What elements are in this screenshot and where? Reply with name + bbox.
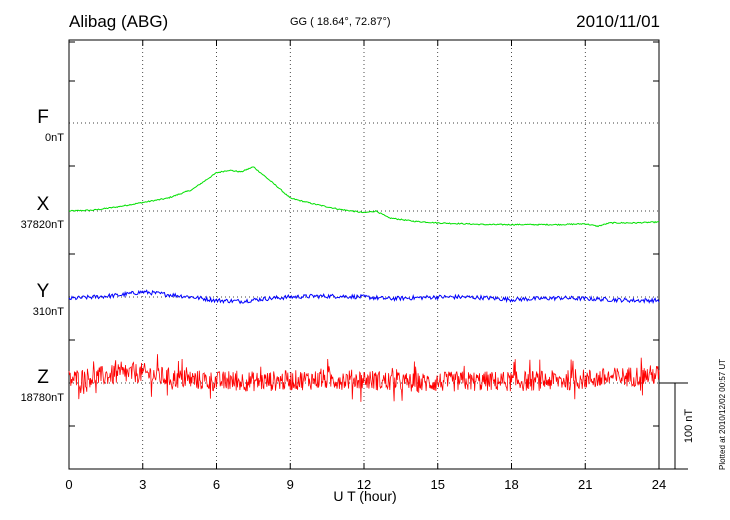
component-y-label: Y <box>36 281 50 302</box>
plot-date: 2010/11/01 <box>576 12 660 31</box>
x-tick-label: 9 <box>287 477 294 492</box>
series-line-z <box>68 354 660 402</box>
x-tick-label: 18 <box>504 477 518 492</box>
x-tick-label: 0 <box>65 477 72 492</box>
x-axis-title: U T (hour) <box>333 488 397 504</box>
component-z-baseline: 18780nT <box>20 392 64 404</box>
series-line-y <box>68 289 660 305</box>
plotted-timestamp: Plotted at 2010/12/02 00:57 UT <box>718 358 727 470</box>
component-f-label: F <box>37 107 49 128</box>
scale-bar-label: 100 nT <box>683 409 695 444</box>
station-coordinates: GG ( 18.64°, 72.87°) <box>290 16 391 28</box>
component-z-label: Z <box>37 367 49 388</box>
x-tick-label: 24 <box>652 477 666 492</box>
component-y-baseline: 310nT <box>32 306 64 318</box>
series-line-x <box>68 166 660 228</box>
component-x-label: X <box>36 194 50 215</box>
station-title: Alibag (ABG) <box>69 12 169 31</box>
x-tick-label: 3 <box>139 477 146 492</box>
x-tick-label: 15 <box>431 477 445 492</box>
component-x-baseline: 37820nT <box>20 219 64 231</box>
x-tick-label: 12 <box>357 477 371 492</box>
x-tick-label: 21 <box>578 477 592 492</box>
x-tick-label: 6 <box>213 477 220 492</box>
component-f-baseline: 0nT <box>45 132 64 144</box>
